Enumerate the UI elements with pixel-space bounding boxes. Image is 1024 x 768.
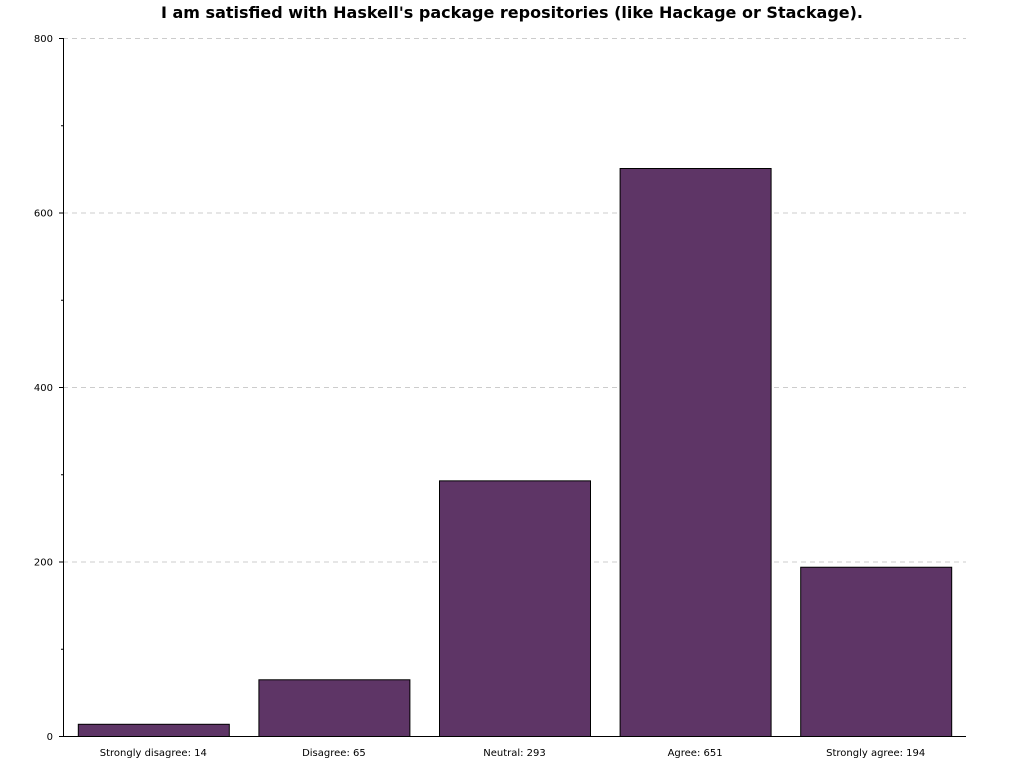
x-tick-label: Strongly disagree: 14 [100,748,207,759]
axes [59,38,966,737]
y-tick-label: 600 [34,209,53,220]
chart-title: I am satisfied with Haskell's package re… [160,3,864,22]
bar [439,480,591,738]
y-tick-label: 800 [34,34,53,45]
bar [77,723,230,737]
bars [77,168,953,738]
x-tick-label: Agree: 651 [668,748,723,759]
tick-labels: Strongly disagree: 14 Disagree: 65 Neutral… [34,34,925,759]
x-tick-label: Disagree: 65 [302,748,366,759]
bar [800,566,953,737]
y-tick-label: 0 [47,732,53,743]
x-tick-label: Neutral: 293 [483,748,546,759]
bar [619,168,772,737]
bar [258,679,411,737]
y-tick-label: 400 [34,383,53,394]
y-tick-label: 200 [34,558,53,569]
x-tick-label: Strongly agree: 194 [826,748,925,759]
